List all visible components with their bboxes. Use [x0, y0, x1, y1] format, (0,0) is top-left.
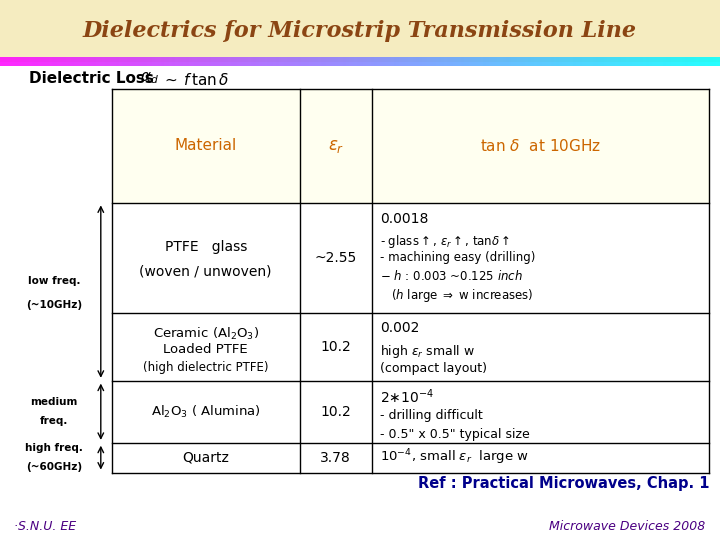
Text: - machining easy (drilling): - machining easy (drilling)	[380, 251, 536, 264]
Text: Al$_2$O$_3$ ( Alumina): Al$_2$O$_3$ ( Alumina)	[151, 404, 261, 420]
Text: Material: Material	[174, 138, 237, 153]
Text: $\sim\,f\,\tan\delta$: $\sim\,f\,\tan\delta$	[162, 72, 229, 88]
Bar	[112, 89, 709, 202]
Text: Dielectric Loss: Dielectric Loss	[29, 71, 153, 86]
Text: (~60GHz): (~60GHz)	[26, 462, 82, 472]
Text: 10.2: 10.2	[320, 340, 351, 354]
Text: freq.: freq.	[40, 416, 68, 427]
Text: ·S.N.U. EE: ·S.N.U. EE	[14, 520, 76, 533]
FancyBboxPatch shape	[0, 0, 720, 62]
Text: low freq.: low freq.	[28, 276, 80, 286]
Text: Loaded PTFE: Loaded PTFE	[163, 343, 248, 356]
Text: ~2.55: ~2.55	[315, 251, 357, 265]
Text: (high dielectric PTFE): (high dielectric PTFE)	[143, 361, 269, 374]
Text: $\alpha_d$: $\alpha_d$	[140, 70, 159, 86]
Text: Quartz: Quartz	[182, 451, 229, 464]
Text: (woven / unwoven): (woven / unwoven)	[140, 265, 272, 278]
Text: Ref : Practical Microwaves, Chap. 1: Ref : Practical Microwaves, Chap. 1	[418, 476, 709, 491]
Text: 3.78: 3.78	[320, 451, 351, 464]
Text: $\varepsilon_r$: $\varepsilon_r$	[328, 137, 344, 155]
Text: 0.002: 0.002	[380, 321, 420, 335]
Text: (compact layout): (compact layout)	[380, 362, 487, 375]
Text: $-\ h$ : 0.003 ~0.125 $inch$: $-\ h$ : 0.003 ~0.125 $inch$	[380, 269, 523, 283]
Text: 2$\ast$10$^{-4}$: 2$\ast$10$^{-4}$	[380, 388, 434, 406]
Text: Ceramic (Al$_2$O$_3$): Ceramic (Al$_2$O$_3$)	[153, 326, 258, 341]
Text: Dielectrics for Microstrip Transmission Line: Dielectrics for Microstrip Transmission …	[83, 21, 637, 42]
Text: high freq.: high freq.	[25, 443, 83, 453]
Text: $\tan\,\delta$  at 10GHz: $\tan\,\delta$ at 10GHz	[480, 138, 601, 154]
Text: 10$^{-4}$, small $\varepsilon_r$  large w: 10$^{-4}$, small $\varepsilon_r$ large w	[380, 448, 529, 468]
Text: Microwave Devices 2008: Microwave Devices 2008	[549, 520, 706, 533]
Text: - glass$\uparrow$, $\varepsilon_r\uparrow$, tan$\delta\uparrow$: - glass$\uparrow$, $\varepsilon_r\uparro…	[380, 233, 510, 249]
Text: high $\varepsilon_r$ small w: high $\varepsilon_r$ small w	[380, 343, 475, 360]
Text: (~10GHz): (~10GHz)	[26, 300, 82, 310]
Text: ($h$ large $\Rightarrow$ w increases): ($h$ large $\Rightarrow$ w increases)	[391, 287, 534, 303]
Text: medium: medium	[30, 397, 78, 407]
Text: - drilling difficult: - drilling difficult	[380, 409, 483, 422]
Text: - 0.5" x 0.5" typical size: - 0.5" x 0.5" typical size	[380, 428, 530, 441]
Text: PTFE   glass: PTFE glass	[165, 240, 247, 254]
Text: 0.0018: 0.0018	[380, 212, 428, 226]
Bar	[112, 89, 709, 472]
Text: 10.2: 10.2	[320, 405, 351, 418]
